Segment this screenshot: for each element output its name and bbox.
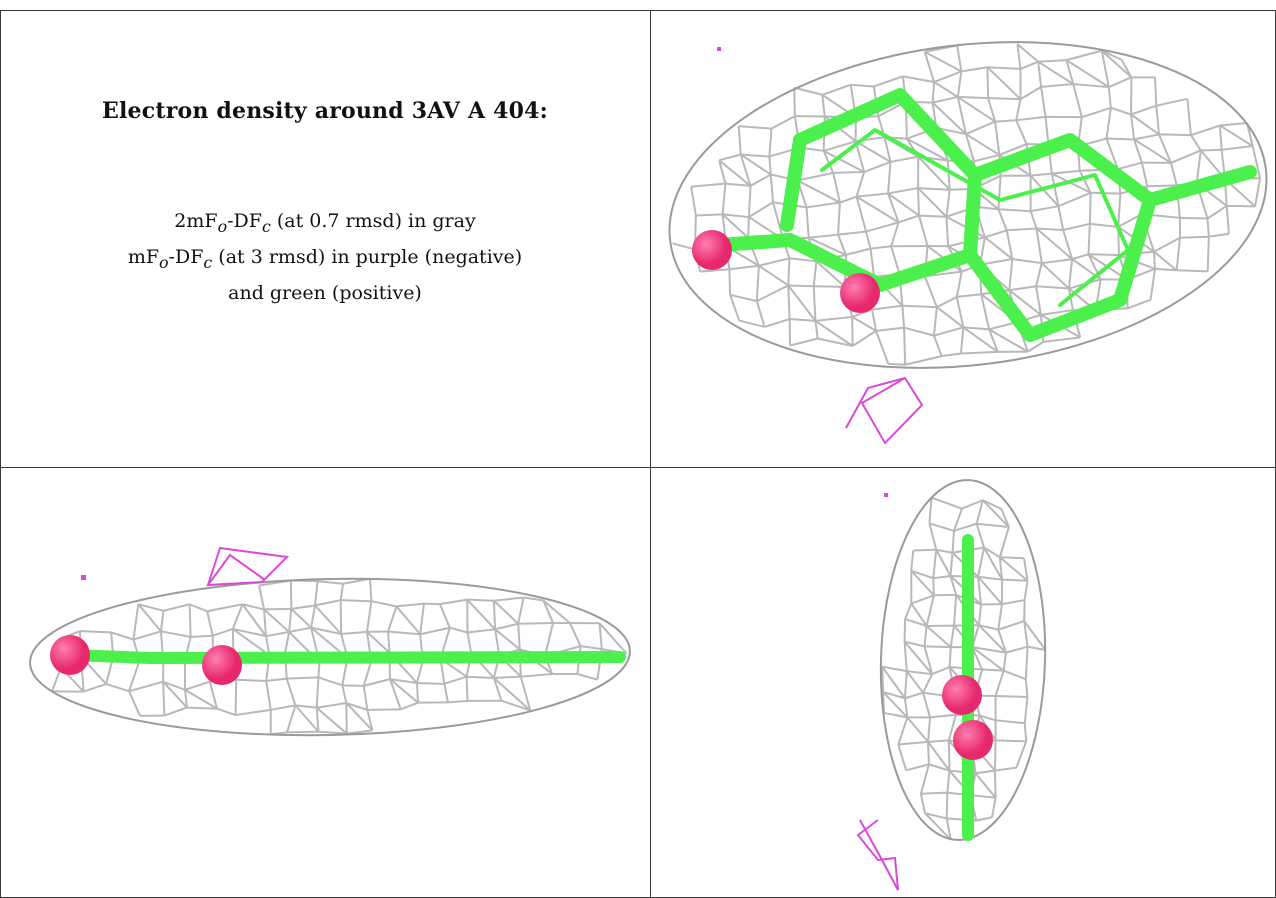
border-top bbox=[0, 10, 1276, 11]
legend-line-positive: and green (positive) bbox=[228, 281, 422, 304]
ligand-edge-h bbox=[64, 649, 626, 664]
oxygen-atom-2 bbox=[840, 273, 880, 313]
figure-title: Electron density around 3AV A 404: bbox=[102, 98, 548, 124]
ligand-aromatic-dashes bbox=[820, 128, 1130, 307]
negative-density-dot-3 bbox=[884, 493, 888, 497]
oxygen-atom-3 bbox=[50, 635, 90, 675]
oxygen-atom-6 bbox=[953, 720, 993, 760]
divider-vertical bbox=[650, 10, 651, 898]
legend-line-mfo: mFo-DFc (at 3 rmsd) in purple (negative) bbox=[127, 245, 523, 272]
oxygen-atom-5 bbox=[942, 675, 982, 715]
density-mesh-face-on bbox=[668, 41, 1268, 369]
negative-density-blob bbox=[845, 376, 924, 445]
border-left bbox=[0, 10, 1, 898]
figure-description: 2mFo-DFc (at 0.7 rmsd) in gray mFo-DFc (… bbox=[0, 206, 650, 308]
divider-horizontal bbox=[0, 467, 1276, 468]
oxygen-atom-4 bbox=[202, 645, 242, 685]
negative-density-dot bbox=[717, 47, 721, 51]
negative-density-dot-2 bbox=[81, 575, 86, 580]
legend-line-2mfo: 2mFo-DFc (at 0.7 rmsd) in gray bbox=[174, 210, 476, 236]
oxygen-atom-1 bbox=[692, 230, 732, 270]
ligand-ring-b bbox=[963, 133, 1157, 342]
negative-density-blob-3 bbox=[856, 819, 899, 891]
ligand-ring-a bbox=[713, 88, 982, 292]
negative-density-blob-2 bbox=[205, 546, 290, 587]
ligand-methyl bbox=[1143, 165, 1257, 207]
